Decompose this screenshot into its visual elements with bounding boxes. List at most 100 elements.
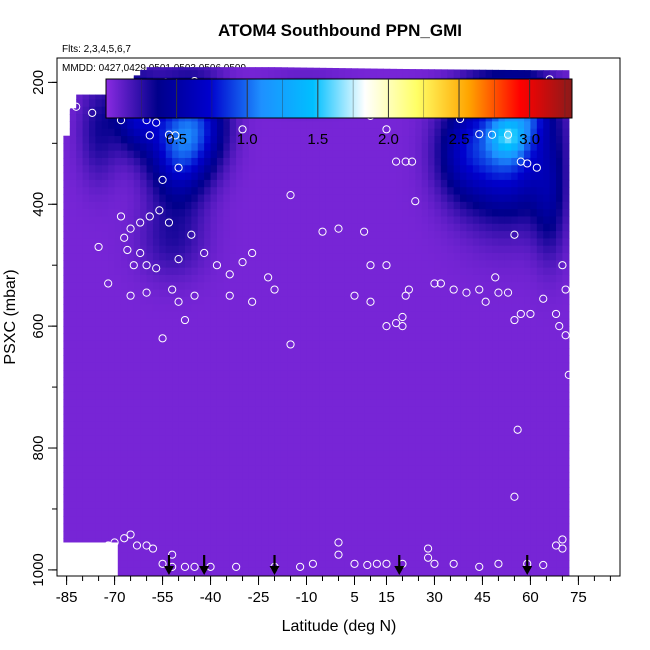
- heatmap-cell: [76, 128, 84, 137]
- heatmap-cell: [479, 326, 487, 335]
- heatmap-cell: [63, 326, 71, 335]
- heatmap-cell: [504, 326, 512, 335]
- heatmap-cell: [236, 165, 244, 174]
- heatmap-cell: [376, 282, 384, 291]
- heatmap-cell: [357, 523, 365, 532]
- heatmap-cell: [504, 355, 512, 364]
- heatmap-cell: [485, 172, 493, 181]
- heatmap-cell: [460, 538, 468, 547]
- heatmap-cell: [466, 348, 474, 356]
- heatmap-cell: [140, 362, 148, 371]
- heatmap-cell: [127, 333, 135, 342]
- heatmap-cell: [95, 136, 103, 144]
- heatmap-cell: [479, 311, 487, 320]
- heatmap-cell: [434, 70, 442, 79]
- heatmap-cell: [127, 318, 135, 327]
- heatmap-cell: [293, 318, 301, 327]
- heatmap-cell: [210, 413, 218, 422]
- heatmap-cell: [140, 128, 148, 137]
- heatmap-cell: [370, 487, 378, 495]
- heatmap-cell: [511, 209, 519, 218]
- heatmap-cell: [223, 391, 231, 400]
- heatmap-cell: [242, 391, 250, 400]
- heatmap-cell: [370, 508, 378, 517]
- heatmap-cell: [498, 443, 506, 452]
- heatmap-cell: [76, 260, 84, 269]
- heatmap-cell: [402, 216, 410, 225]
- heatmap-cell: [101, 508, 109, 517]
- heatmap-cell: [428, 216, 436, 225]
- heatmap-cell: [120, 384, 128, 393]
- heatmap-cell: [453, 274, 461, 283]
- heatmap-cell: [261, 362, 269, 371]
- heatmap-cell: [133, 508, 141, 517]
- heatmap-cell: [300, 391, 308, 400]
- heatmap-cell: [485, 560, 493, 569]
- heatmap-cell: [466, 238, 474, 247]
- heatmap-cell: [197, 545, 205, 554]
- heatmap-cell: [460, 201, 468, 210]
- heatmap-cell: [152, 326, 160, 335]
- heatmap-cell: [453, 377, 461, 386]
- heatmap-cell: [204, 274, 212, 283]
- heatmap-cell: [63, 172, 71, 181]
- heatmap-cell: [485, 523, 493, 532]
- heatmap-cell: [434, 406, 442, 415]
- heatmap-cell: [268, 267, 276, 276]
- heatmap-cell: [242, 143, 250, 152]
- heatmap-cell: [255, 450, 263, 459]
- heatmap-cell: [197, 384, 205, 393]
- heatmap-cell: [261, 238, 269, 247]
- heatmap-cell: [114, 165, 122, 174]
- heatmap-cell: [370, 326, 378, 335]
- heatmap-cell: [498, 326, 506, 335]
- heatmap-cell: [69, 201, 77, 210]
- heatmap-cell: [344, 216, 352, 225]
- heatmap-cell: [76, 282, 84, 291]
- heatmap-cell: [88, 172, 96, 181]
- heatmap-cell: [82, 377, 90, 386]
- heatmap-cell: [332, 370, 340, 378]
- heatmap-cell: [191, 465, 199, 473]
- heatmap-cell: [242, 370, 250, 378]
- heatmap-cell: [389, 538, 397, 547]
- heatmap-cell: [146, 121, 154, 130]
- heatmap-cell: [287, 487, 295, 495]
- heatmap-cell: [242, 245, 250, 254]
- heatmap-cell: [293, 362, 301, 371]
- heatmap-cell: [261, 209, 269, 218]
- heatmap-cell: [248, 435, 256, 444]
- heatmap-cell: [184, 457, 192, 466]
- heatmap-cell: [216, 326, 224, 335]
- heatmap-cell: [325, 560, 333, 569]
- heatmap-cell: [255, 538, 263, 547]
- heatmap-cell: [159, 157, 167, 166]
- heatmap-cell: [396, 391, 404, 400]
- heatmap-cell: [383, 150, 391, 159]
- heatmap-cell: [108, 377, 116, 386]
- heatmap-cell: [120, 552, 128, 561]
- heatmap-cell: [415, 523, 423, 532]
- heatmap-cell: [293, 245, 301, 254]
- heatmap-cell: [415, 487, 423, 495]
- heatmap-cell: [242, 457, 250, 466]
- heatmap-cell: [140, 567, 148, 576]
- heatmap-cell: [300, 472, 308, 481]
- heatmap-cell: [351, 296, 359, 305]
- heatmap-cell: [76, 106, 84, 115]
- heatmap-cell: [191, 121, 199, 130]
- heatmap-cell: [88, 253, 96, 261]
- heatmap-cell: [268, 545, 276, 554]
- heatmap-cell: [408, 523, 416, 532]
- heatmap-cell: [172, 538, 180, 547]
- heatmap-cell: [402, 260, 410, 269]
- heatmap-cell: [511, 413, 519, 422]
- heatmap-cell: [223, 216, 231, 225]
- heatmap-cell: [408, 465, 416, 473]
- heatmap-cell: [338, 406, 346, 415]
- heatmap-cell: [248, 574, 256, 576]
- heatmap-cell: [492, 508, 500, 517]
- heatmap-cell: [69, 472, 77, 481]
- heatmap-cell: [197, 209, 205, 218]
- heatmap-cell: [229, 136, 237, 144]
